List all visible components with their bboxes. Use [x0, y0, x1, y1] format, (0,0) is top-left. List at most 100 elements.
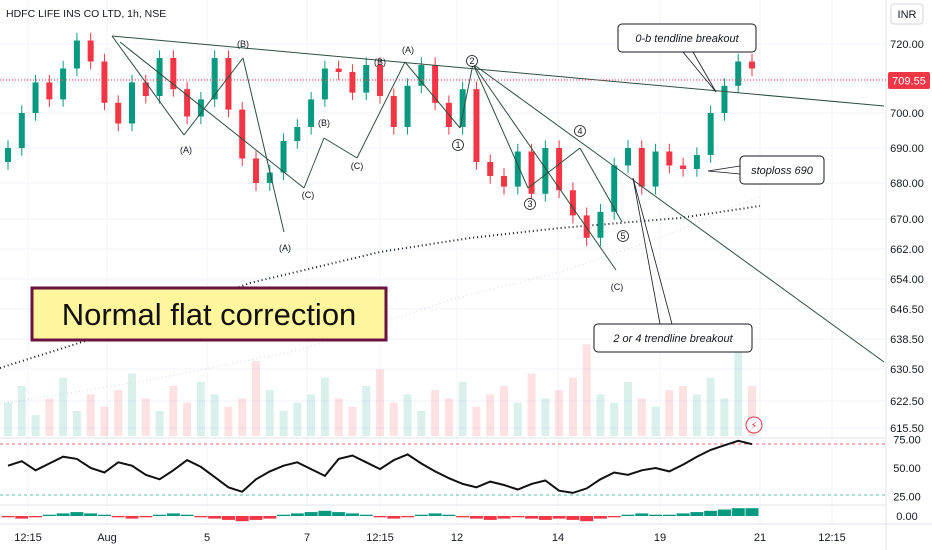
macd-bar	[97, 514, 111, 516]
macd-bar	[194, 516, 208, 518]
candle-body	[569, 190, 576, 216]
candle-body	[556, 148, 563, 191]
price-tick-label: 662.00	[890, 244, 924, 256]
candle-body	[60, 68, 67, 100]
wave-line	[323, 137, 358, 159]
wave-label: (A)	[279, 243, 291, 253]
candle-body	[625, 148, 631, 166]
symbol-title[interactable]: HDFC LIFE INS CO LTD, 1h, NSE	[6, 8, 166, 20]
volume-bar	[224, 406, 233, 436]
callout-stoploss-pointer	[707, 165, 741, 172]
macd-bar	[332, 512, 346, 516]
candle-body	[707, 113, 714, 155]
volume-bar	[486, 394, 495, 436]
macd-bar	[552, 516, 566, 519]
candle-body	[514, 151, 521, 187]
candle-body	[404, 85, 411, 127]
volume-bar	[334, 398, 343, 436]
alert-badge[interactable]	[745, 416, 763, 434]
candle-body	[735, 61, 742, 86]
callout-stoploss-text: stoploss 690	[751, 165, 814, 177]
headline-frame	[30, 286, 388, 342]
candle-body	[129, 82, 135, 124]
volume-bar	[431, 390, 440, 436]
macd-bar	[676, 513, 690, 516]
macd-bar	[621, 514, 635, 516]
volume-bar	[403, 394, 412, 436]
wave-line	[111, 35, 885, 107]
macd-tick-label: 0.00	[896, 511, 917, 523]
volume-bar	[45, 398, 54, 436]
wave-drawings: (A) (B) (C) (A) (B) (C) (A) (B) (C) 1 2 3 4 5	[111, 35, 885, 363]
candle-body	[101, 61, 108, 103]
volume-bar	[348, 406, 357, 436]
candle-body	[597, 211, 604, 238]
volume-bar	[444, 398, 453, 436]
candle-body	[363, 65, 370, 93]
macd-bar	[401, 516, 415, 518]
candle-body	[18, 113, 25, 148]
candle-body	[87, 40, 94, 62]
candle-body	[294, 127, 301, 141]
candle-body	[721, 85, 728, 113]
wave-circle	[574, 125, 586, 137]
candle-body	[749, 61, 755, 69]
time-tick-label: 12:15	[818, 532, 846, 544]
candle-body	[377, 65, 383, 96]
wave-line	[527, 147, 581, 189]
currency-badge[interactable]	[890, 3, 924, 25]
rsi-axis: 75.00 50.00 25.00	[893, 435, 921, 504]
wave-circle	[524, 198, 536, 210]
candle-body	[680, 165, 687, 169]
callout-trendline-pointer	[632, 177, 661, 325]
candle-body	[321, 68, 328, 100]
wave-label: (B)	[374, 57, 386, 67]
rsi-line	[7, 439, 753, 494]
macd-bar	[125, 516, 139, 519]
candle-body	[115, 102, 122, 124]
volume-bar	[252, 361, 260, 436]
wave-label-circled: 3	[527, 199, 532, 209]
volume-bar	[610, 402, 619, 436]
macd-bar	[139, 516, 153, 518]
time-axis[interactable]: 12:15 Aug 5 7 12:15 12 14 19 21 12:15	[14, 532, 846, 544]
candle-body	[156, 58, 163, 96]
price-tick-label: 654.00	[890, 274, 924, 286]
macd-bar	[538, 516, 552, 520]
volume-bar	[238, 398, 247, 436]
macd-bar	[649, 514, 663, 516]
volume-bar	[155, 411, 164, 436]
candle-body	[253, 158, 259, 183]
candle-body	[46, 82, 53, 100]
macd-bar	[373, 516, 387, 518]
wave-line	[111, 35, 185, 136]
wave-label: (B)	[237, 39, 249, 49]
wave-label: (A)	[402, 45, 414, 55]
wave-circle	[617, 230, 629, 242]
callout-breakout-box	[617, 23, 757, 53]
volume-bar	[128, 373, 136, 436]
candle-body	[308, 99, 315, 127]
macd-bar	[166, 513, 180, 516]
price-tick-label: 630.50	[890, 364, 924, 376]
macd-bar	[704, 510, 718, 516]
candle-body	[5, 148, 11, 162]
price-tick-label: 690.00	[890, 143, 924, 155]
wave-line	[472, 63, 529, 189]
candle-body	[638, 148, 645, 187]
volume-bar	[417, 411, 426, 436]
macd-bar	[84, 513, 98, 516]
time-tick-label: 14	[552, 532, 564, 544]
price-axis[interactable]: 720.00710.00700.00690.00680.00670.00662.…	[890, 39, 924, 435]
wave-line	[303, 137, 325, 189]
wave-label-circled: 2	[469, 56, 474, 66]
volume-bar	[458, 381, 467, 436]
candle-body	[266, 172, 273, 183]
candle-body	[73, 40, 80, 69]
macd-bar	[745, 508, 759, 516]
macd-bar	[497, 516, 511, 519]
volume-bar	[31, 415, 40, 436]
volume-bar	[362, 386, 371, 436]
wave-label: (A)	[180, 145, 192, 155]
